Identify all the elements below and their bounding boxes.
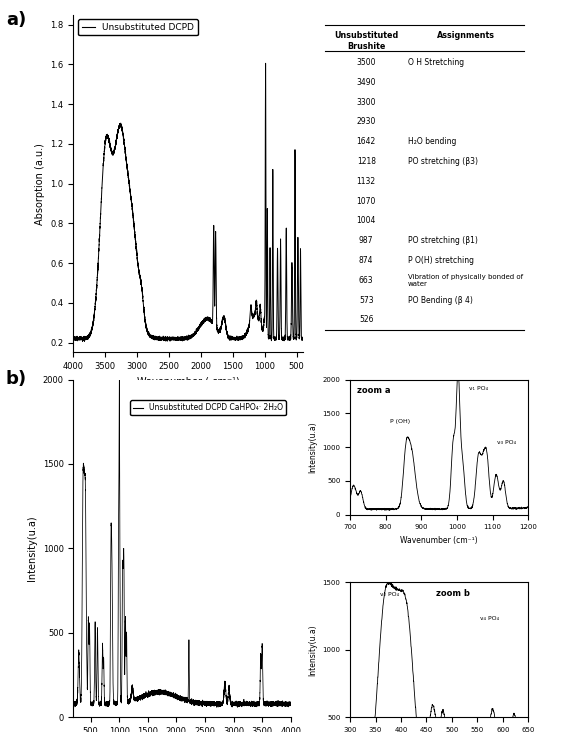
Legend: Unsubstituted DCPD CaHPO₄· 2H₂O: Unsubstituted DCPD CaHPO₄· 2H₂O xyxy=(130,400,286,415)
Text: 526: 526 xyxy=(359,315,373,324)
Text: zoom b: zoom b xyxy=(436,589,470,598)
Text: 1070: 1070 xyxy=(356,197,376,206)
Text: PO stretching (β1): PO stretching (β1) xyxy=(408,236,478,245)
Text: ν₁ PO₄: ν₁ PO₄ xyxy=(469,386,488,392)
Text: P (OH): P (OH) xyxy=(390,419,410,424)
Text: 3300: 3300 xyxy=(356,97,376,107)
Text: P O(H) stretching: P O(H) stretching xyxy=(408,256,474,265)
Text: 2930: 2930 xyxy=(356,117,376,127)
Text: 573: 573 xyxy=(359,296,373,305)
Legend: Unsubstituted DCPD: Unsubstituted DCPD xyxy=(78,19,198,35)
Text: Assignments: Assignments xyxy=(437,31,495,40)
Text: Vibration of physically bonded of: Vibration of physically bonded of xyxy=(408,274,523,280)
Text: b): b) xyxy=(6,370,27,388)
Text: ν₄ PO₄: ν₄ PO₄ xyxy=(480,616,498,621)
Text: 987: 987 xyxy=(359,236,373,245)
Text: O H Stretching: O H Stretching xyxy=(408,58,464,67)
X-axis label: Wavenumber ( cm⁻¹): Wavenumber ( cm⁻¹) xyxy=(137,377,239,386)
Text: 874: 874 xyxy=(359,256,373,265)
Text: 1004: 1004 xyxy=(356,217,376,225)
Text: ν₃ PO₄: ν₃ PO₄ xyxy=(497,441,517,445)
Text: 3500: 3500 xyxy=(356,58,376,67)
Text: 3490: 3490 xyxy=(356,78,376,86)
Text: Unsubstituted: Unsubstituted xyxy=(334,31,399,40)
Y-axis label: Intensity(u.a): Intensity(u.a) xyxy=(308,624,317,676)
Text: ν₂ PO₄: ν₂ PO₄ xyxy=(380,591,399,597)
X-axis label: Wavenumber (cm⁻¹): Wavenumber (cm⁻¹) xyxy=(400,536,478,545)
Text: water: water xyxy=(408,281,428,287)
Text: PO stretching (β3): PO stretching (β3) xyxy=(408,157,478,166)
Text: H₂O bending: H₂O bending xyxy=(408,137,456,146)
Text: 1132: 1132 xyxy=(357,177,376,186)
Y-axis label: Intensity(u.a): Intensity(u.a) xyxy=(308,422,317,473)
Text: zoom a: zoom a xyxy=(357,386,391,395)
Text: 1642: 1642 xyxy=(357,137,376,146)
Text: a): a) xyxy=(6,11,26,29)
Text: Brushite: Brushite xyxy=(347,42,386,51)
Text: PO Bending (β 4): PO Bending (β 4) xyxy=(408,296,473,305)
Y-axis label: Intensity(u.a): Intensity(u.a) xyxy=(27,515,37,581)
Text: 1218: 1218 xyxy=(357,157,376,166)
Y-axis label: Absorption (a.u.): Absorption (a.u.) xyxy=(35,143,45,225)
Text: 663: 663 xyxy=(359,276,373,285)
